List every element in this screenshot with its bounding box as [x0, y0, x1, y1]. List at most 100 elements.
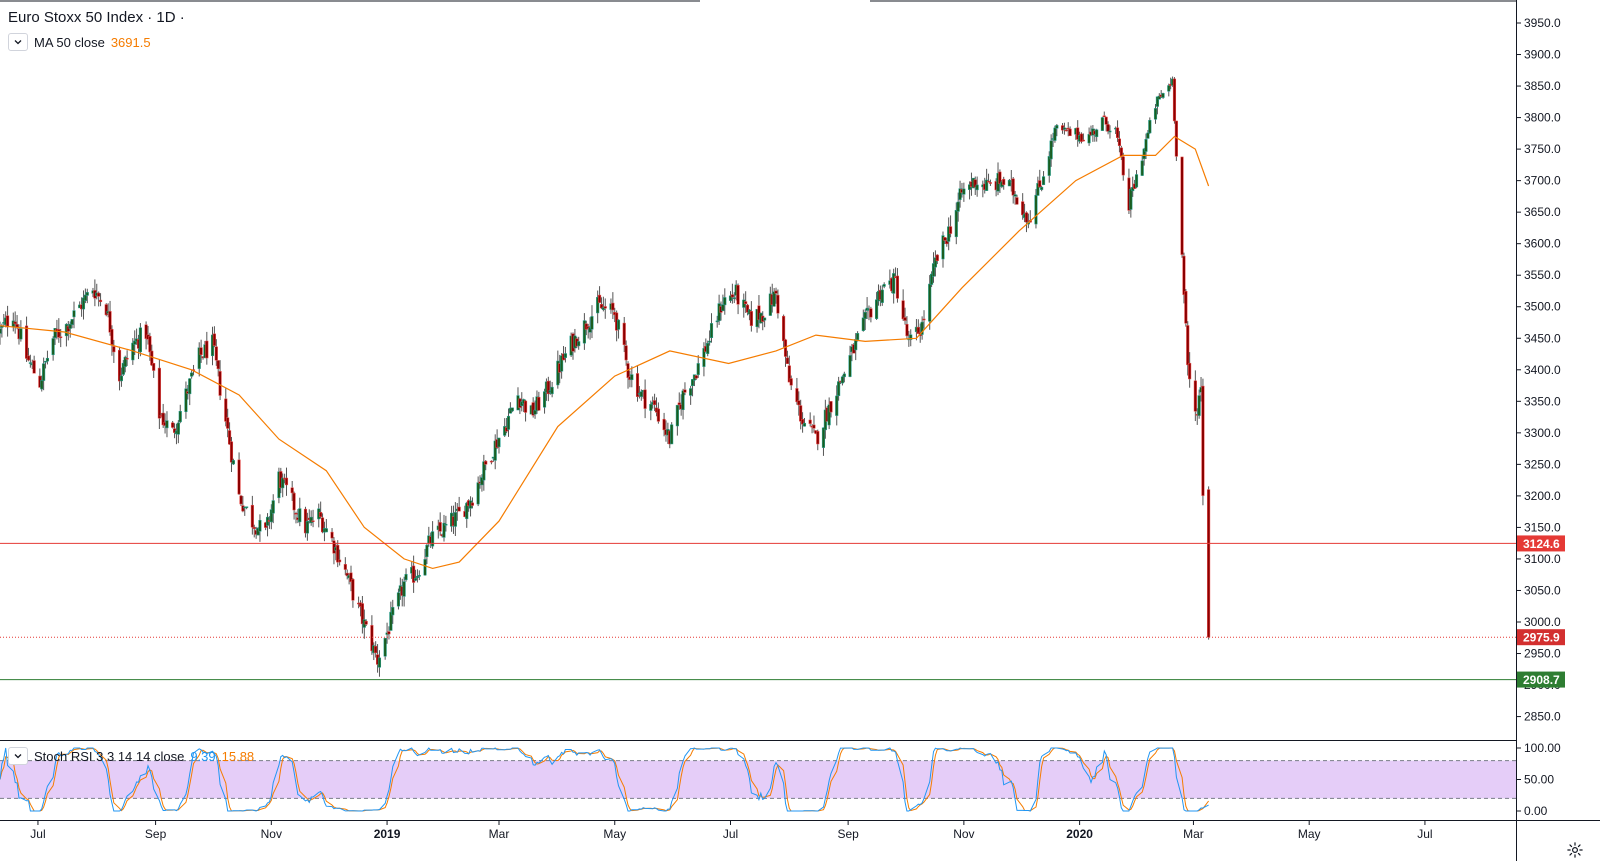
candle-up — [723, 288, 727, 315]
candle-up — [1155, 96, 1159, 115]
candle-down — [895, 268, 900, 303]
candle-down — [290, 480, 294, 501]
price-tick-label: 3000.0 — [1524, 615, 1561, 629]
level-label-box — [1517, 535, 1565, 552]
candle-down — [677, 392, 681, 410]
price-tick-label: 3750.0 — [1524, 142, 1561, 156]
candle-up — [709, 313, 714, 343]
price-tick-label: 3650.0 — [1524, 205, 1561, 219]
candle-down — [797, 391, 801, 416]
candle-down — [284, 467, 289, 496]
candle-down — [1186, 321, 1190, 376]
candle-down — [801, 412, 805, 433]
candle-down — [332, 537, 336, 565]
candle-up — [506, 408, 511, 437]
candle-up — [165, 411, 169, 438]
candle-up — [1140, 155, 1144, 176]
candle-up — [596, 290, 600, 324]
candle-down — [829, 401, 833, 418]
candle-up — [271, 494, 275, 524]
candle-down — [292, 491, 296, 520]
candles — [0, 76, 1211, 677]
candle-up — [706, 340, 710, 357]
candle-down — [945, 237, 949, 247]
candle-up — [493, 434, 497, 470]
candle-up — [1144, 133, 1148, 159]
candle-down — [237, 452, 241, 495]
stoch-tick-label: 100.00 — [1524, 741, 1561, 755]
candle-up — [560, 353, 564, 379]
candle-down — [250, 495, 254, 535]
candle-up — [588, 317, 592, 340]
candle-down — [470, 497, 474, 509]
candle-up — [1131, 176, 1135, 197]
candle-down — [161, 403, 165, 428]
candle-up — [590, 305, 594, 339]
candle-up — [933, 250, 937, 277]
candle-down — [239, 494, 243, 507]
candle-down — [438, 512, 442, 536]
candle-down — [252, 524, 256, 538]
candle-down — [1024, 211, 1029, 233]
candle-down — [319, 501, 323, 519]
candle-down — [125, 350, 129, 366]
candle-down — [1174, 120, 1178, 162]
candle-up — [72, 301, 76, 329]
candle-up — [721, 294, 725, 312]
candle-up — [465, 501, 469, 528]
candle-up — [245, 506, 249, 510]
candle-down — [1079, 132, 1084, 144]
candle-up — [542, 388, 547, 414]
stoch-tick-label: 0.00 — [1524, 804, 1548, 818]
candle-up — [835, 385, 839, 426]
candle-down — [749, 301, 753, 332]
price-tick-label: 3700.0 — [1524, 174, 1561, 188]
candle-up — [763, 317, 767, 328]
candle-up — [309, 510, 313, 526]
stoch-k-value: 9.39 — [190, 748, 216, 764]
candle-up — [690, 378, 695, 397]
candle-down — [1207, 486, 1211, 640]
candle-up — [68, 321, 72, 338]
time-tick-label: Sep — [837, 827, 859, 841]
candle-up — [383, 637, 387, 660]
candle-down — [1002, 176, 1006, 190]
candle-down — [345, 569, 349, 580]
candle-up — [732, 292, 736, 304]
candle-up — [675, 404, 679, 436]
stoch-d-value: 15.88 — [221, 748, 255, 764]
candle-down — [1081, 133, 1085, 142]
candle-up — [1161, 92, 1165, 99]
candle-up — [689, 385, 693, 405]
candle-down — [744, 291, 748, 313]
candle-down — [782, 314, 786, 348]
candle-down — [484, 460, 488, 471]
candle-down — [1076, 120, 1080, 147]
candle-down — [1182, 252, 1186, 304]
gear-icon[interactable] — [1566, 841, 1584, 859]
candle-up — [123, 355, 127, 373]
stoch-k-line — [0, 747, 1209, 812]
candle-up — [1100, 116, 1104, 131]
level-label-box — [1517, 671, 1565, 688]
time-tick-label: May — [603, 827, 626, 841]
candle-down — [218, 360, 222, 401]
candle-down — [816, 429, 820, 451]
candle-up — [639, 389, 643, 401]
chevron-down-icon[interactable] — [8, 33, 28, 51]
candle-up — [616, 319, 621, 339]
candle-up — [975, 176, 979, 197]
candle-up — [875, 292, 879, 320]
candle-up — [305, 512, 309, 541]
chevron-down-icon[interactable] — [8, 747, 28, 765]
candle-down — [205, 331, 209, 365]
candle-up — [184, 381, 188, 419]
ma-value: 3691.5 — [110, 34, 151, 50]
candle-up — [1197, 389, 1201, 419]
price-tick-label: 3850.0 — [1524, 79, 1561, 93]
candle-down — [789, 375, 793, 391]
candle-up — [442, 514, 446, 542]
candle-down — [387, 626, 391, 640]
price-tick-label: 3250.0 — [1524, 457, 1561, 471]
